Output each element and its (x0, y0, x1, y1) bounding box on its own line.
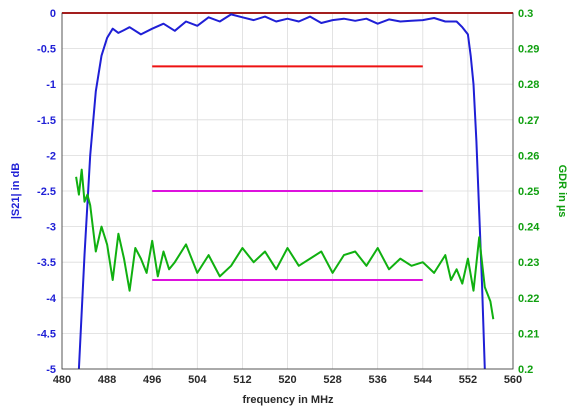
y-right-tick-label: 0.25 (518, 186, 539, 198)
y-right-axis-label: GDR in µs (556, 165, 568, 218)
x-tick-label: 552 (459, 374, 477, 386)
y-left-tick-label: -2 (46, 150, 56, 162)
x-tick-label: 520 (278, 374, 296, 386)
x-tick-label: 480 (53, 374, 71, 386)
y-left-tick-label: -4.5 (37, 328, 56, 340)
s21-series-line (77, 13, 486, 369)
y-right-tick-label: 0.2 (518, 364, 533, 376)
y-left-tick-label: -1.5 (37, 115, 56, 127)
y-right-tick-label: 0.3 (518, 8, 533, 20)
x-tick-label: 496 (143, 374, 161, 386)
y-right-tick-label: 0.26 (518, 150, 539, 162)
plot-frame (61, 12, 514, 370)
y-right-tick-label: 0.24 (518, 222, 540, 234)
y-right-tick-label: 0.28 (518, 79, 539, 91)
y-left-tick-label: -4 (46, 293, 57, 305)
tick-labels: 480 488 496 504 512 520 528 536 544 552 560 0 -0.5 -1… (37, 8, 540, 386)
y-right-tick-label: 0.29 (518, 44, 539, 56)
gdr-series-line (75, 168, 495, 320)
y-right-tick-label: 0.21 (518, 328, 539, 340)
y-right-tick-label: 0.27 (518, 115, 539, 127)
y-left-tick-label: 0 (50, 8, 56, 20)
x-tick-label: 488 (98, 374, 116, 386)
y-left-tick-label: -0.5 (37, 44, 56, 56)
x-tick-label: 512 (233, 374, 251, 386)
x-tick-label: 528 (323, 374, 341, 386)
x-tick-label: 504 (188, 374, 207, 386)
x-axis-label: frequency in MHz (242, 394, 334, 406)
x-tick-label: 560 (504, 374, 522, 386)
y-right-tick-label: 0.23 (518, 257, 539, 269)
y-right-tick-label: 0.22 (518, 293, 539, 305)
x-tick-label: 544 (414, 374, 433, 386)
y-left-axis-label: |S21| in dB (10, 163, 22, 219)
y-left-tick-label: -5 (46, 364, 56, 376)
x-tick-label: 536 (369, 374, 387, 386)
y-left-tick-label: -3 (46, 222, 56, 234)
y-left-tick-label: -3.5 (37, 257, 56, 269)
y-left-tick-label: -1 (46, 79, 56, 91)
y-left-tick-label: -2.5 (37, 186, 56, 198)
